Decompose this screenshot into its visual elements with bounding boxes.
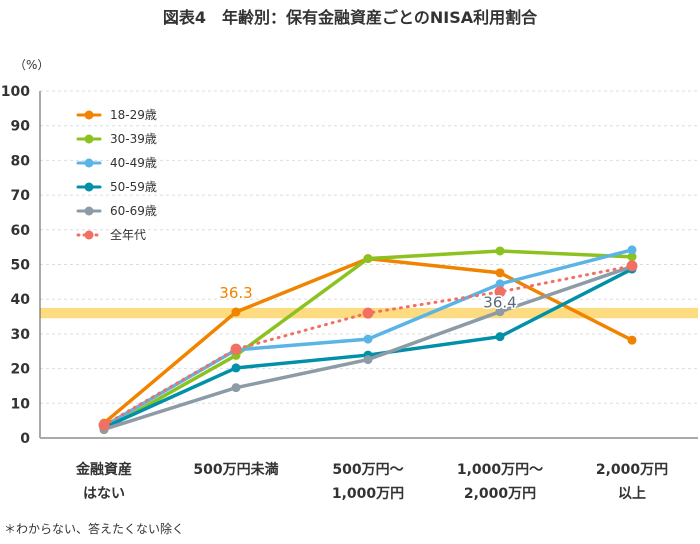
x-tick-label: 金融資産 xyxy=(75,461,132,478)
y-tick-label: 100 xyxy=(1,84,30,100)
legend-label: 50-59歳 xyxy=(110,180,157,194)
y-tick-label: 0 xyxy=(20,431,30,447)
x-tick-label: 以上 xyxy=(618,486,646,502)
data-point xyxy=(98,419,110,431)
legend-marker xyxy=(84,158,94,168)
data-point xyxy=(495,307,505,317)
data-point xyxy=(626,260,638,272)
x-tick-label: 2,000万円 xyxy=(596,462,668,478)
data-point xyxy=(231,307,241,317)
y-tick-label: 50 xyxy=(11,258,31,274)
data-point xyxy=(363,334,373,344)
data-label: 36.4 xyxy=(483,294,516,312)
legend-label: 全年代 xyxy=(110,227,146,242)
legend-label: 40-49歳 xyxy=(110,156,157,170)
data-point xyxy=(230,343,242,355)
x-tick-label: はない xyxy=(83,486,125,502)
data-point xyxy=(495,246,505,256)
data-point xyxy=(363,254,373,264)
y-tick-label: 20 xyxy=(11,362,31,378)
series-line-全年代 xyxy=(102,264,634,427)
chart-title: 図表4 年齢別：保有金融資産ごとのNISA利用割合 xyxy=(162,8,538,27)
y-tick-label: 70 xyxy=(11,188,31,204)
footnote: ＊わからない、答えたくない除く xyxy=(4,522,185,536)
y-tick-label: 30 xyxy=(11,327,31,343)
data-point xyxy=(627,335,637,345)
legend-label: 18-29歳 xyxy=(110,108,157,122)
data-point xyxy=(627,252,637,262)
legend-marker xyxy=(84,134,94,144)
x-tick-label: 2,000万円 xyxy=(464,486,536,502)
series-line-60-69歳 xyxy=(102,264,634,432)
data-point xyxy=(495,332,505,342)
legend-marker xyxy=(84,206,94,216)
data-point xyxy=(627,245,637,255)
legend-marker xyxy=(84,110,94,120)
x-tick-label: 1,000万円 xyxy=(332,486,404,502)
data-point xyxy=(495,279,505,289)
x-tick-label: 500万円～ xyxy=(332,462,403,478)
legend-marker xyxy=(84,230,94,240)
y-tick-label: 40 xyxy=(11,292,31,308)
legend-marker xyxy=(84,182,94,192)
y-tick-label: 90 xyxy=(11,119,31,135)
y-tick-label: 10 xyxy=(11,396,31,412)
data-point xyxy=(363,355,373,365)
y-axis-unit: （%） xyxy=(14,58,50,72)
x-tick-label: 1,000万円～ xyxy=(457,462,543,478)
data-point xyxy=(495,268,505,278)
data-point xyxy=(494,286,506,298)
data-label: 36.3 xyxy=(219,284,252,302)
legend-label: 60-69歳 xyxy=(110,204,157,218)
data-point xyxy=(362,307,374,319)
y-tick-label: 80 xyxy=(11,153,31,169)
x-tick-label: 500万円未満 xyxy=(193,461,278,478)
data-point xyxy=(231,363,241,373)
legend-label: 30-39歳 xyxy=(110,132,157,146)
data-point xyxy=(231,383,241,393)
y-tick-label: 60 xyxy=(11,223,31,239)
